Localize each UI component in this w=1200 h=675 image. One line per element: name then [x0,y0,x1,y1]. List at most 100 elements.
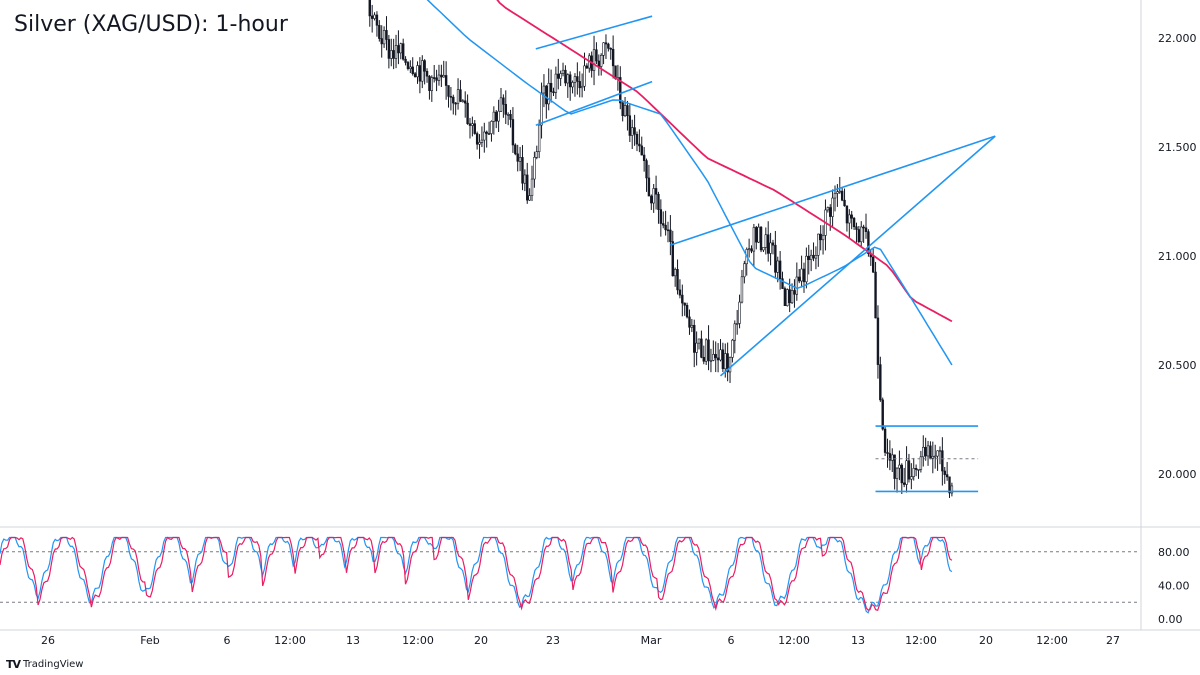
candle [707,325,710,371]
candle [819,225,822,251]
trendline[interactable] [535,15,653,50]
candle [881,397,884,431]
candle [671,230,674,277]
candle [941,437,944,486]
candle [905,446,908,493]
candle [814,246,818,270]
candle [640,136,643,156]
candle [783,286,787,307]
candle [449,87,453,111]
candle [843,188,846,207]
tradingview-branding[interactable]: 𝗧𝗩 TradingView [6,658,83,671]
candle [912,457,915,481]
candle [831,189,834,228]
time-tick-label: 13 [346,634,360,647]
candle [919,450,923,473]
candle [898,450,901,481]
sma-fast-line [426,0,953,366]
candle [487,121,491,135]
candle [518,146,522,172]
candle [475,131,479,150]
candle [409,60,412,74]
trendline[interactable] [535,80,653,126]
candle [876,305,880,379]
candle [945,461,949,481]
trendline[interactable] [670,135,996,246]
candle [895,467,899,493]
time-tick-label: 12:00 [905,634,937,647]
candle [666,221,670,243]
candle [726,342,729,382]
candle [893,454,896,490]
candle [588,53,591,73]
candle [516,144,519,172]
time-tick-label: 20 [979,634,993,647]
trendline[interactable] [719,135,996,377]
candle [862,224,865,243]
candle [413,71,417,78]
candle [821,225,825,255]
candle [506,112,510,126]
candle [595,42,598,65]
candle [812,242,815,262]
candle [418,57,422,94]
candle [659,199,663,237]
candle [416,61,419,84]
candle [704,338,708,366]
candle [573,73,577,97]
candle [492,106,496,135]
candle [631,119,634,149]
candle [437,64,441,86]
candle [447,85,450,108]
candle [883,426,887,457]
candle [430,75,434,102]
candle [435,69,438,92]
candle [576,62,579,95]
candle [597,54,601,76]
candle [886,438,889,468]
candle [933,444,937,469]
candle [776,256,779,283]
candle [368,0,371,27]
candle [545,84,548,119]
price-axis[interactable]: 20.00020.50021.00021.50022.00022.50023.0… [1158,0,1197,481]
time-axis[interactable]: 26 Feb 6 12:00 13 12:00 20 23 Mar 6 12:00 13 12:00 20… [41,634,1120,647]
candle [599,53,603,76]
price-tick-label: 21.500 [1158,141,1197,154]
candle [604,34,608,59]
time-tick-label: 12:00 [778,634,810,647]
candle [805,247,808,289]
candle [735,309,739,335]
candle [564,65,567,87]
candle [432,64,436,83]
price-pane[interactable] [0,0,996,498]
candle [902,467,906,488]
candle [373,12,376,21]
candle [616,64,620,91]
candle [743,260,746,284]
candle [459,80,462,103]
candle [399,42,402,60]
candle [798,268,801,284]
candle [702,345,705,365]
candle [466,94,469,125]
candle [642,147,646,172]
time-tick-label: 20 [474,634,488,647]
candle [664,210,667,236]
candle [759,226,763,253]
candle [478,134,481,159]
candle [774,230,777,279]
candle [752,223,756,266]
candle [592,35,596,86]
candle [800,255,803,288]
candle [490,120,493,142]
candle [382,26,386,48]
candle [714,341,717,373]
time-tick-label: 12:00 [1036,634,1068,647]
candle [568,71,572,101]
candle [504,90,507,124]
candle [499,88,503,112]
stochastic-pane[interactable]: 0.00 40.00 80.00 [0,536,1190,627]
candle [411,57,414,76]
